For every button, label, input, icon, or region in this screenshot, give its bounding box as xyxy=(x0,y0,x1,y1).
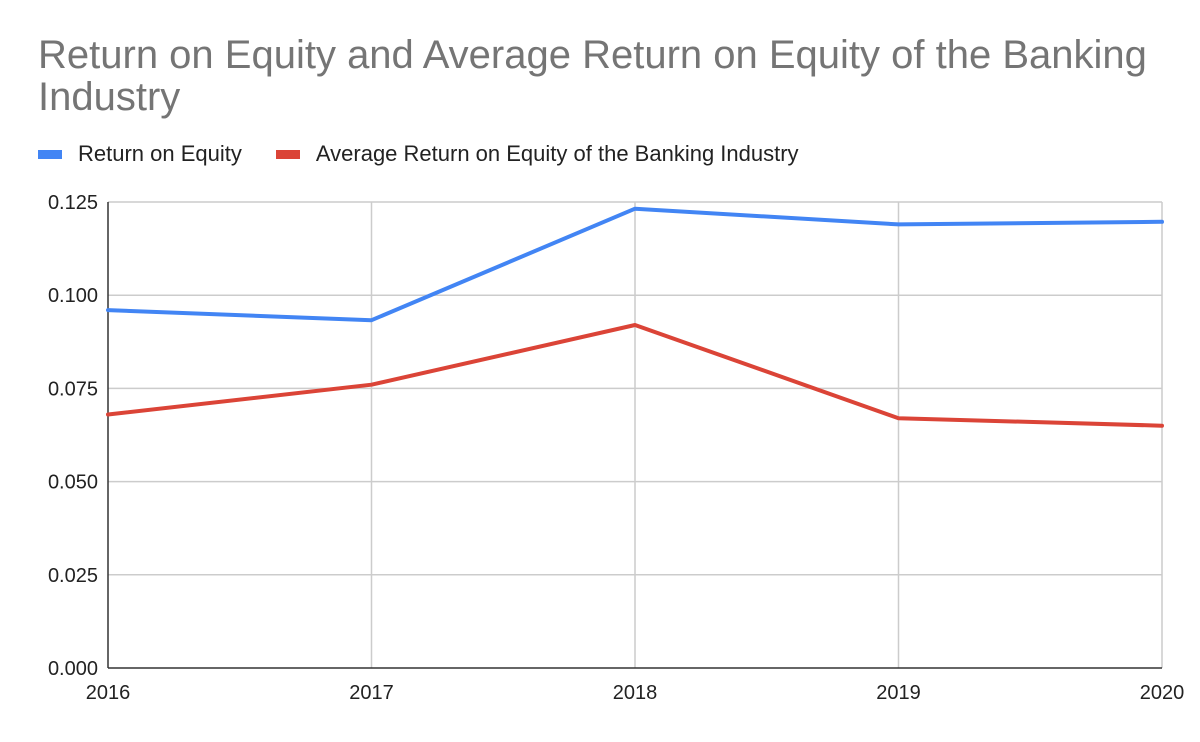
label-layer: 0.000 0.025 0.050 0.075 0.100 0.125 2016 2017 20… xyxy=(48,192,1184,704)
y-tick-label: 0.050 xyxy=(48,472,98,494)
chart-title: Return on Equity and Average Return on E… xyxy=(38,33,1147,119)
y-tick-label: 0.100 xyxy=(48,285,98,307)
x-tick-label: 2018 xyxy=(613,682,658,704)
grid-layer xyxy=(108,201,1163,668)
y-tick-label: 0.000 xyxy=(48,658,98,680)
legend-swatch-return-on-equity xyxy=(38,149,62,159)
x-tick-label: 2019 xyxy=(876,682,921,704)
x-tick-label: 2017 xyxy=(349,682,394,704)
series-line-average-return-on-equity xyxy=(106,323,1164,428)
legend-label-return-on-equity: Return on Equity xyxy=(78,141,242,166)
x-tick-label: 2020 xyxy=(1140,682,1185,704)
series-line-return-on-equity xyxy=(106,206,1164,323)
legend-label-average-return-on-equity: Average Return on Equity of the Banking … xyxy=(315,141,799,166)
x-tick-label: 2016 xyxy=(86,682,131,704)
axis-layer xyxy=(107,202,1162,669)
y-tick-label: 0.025 xyxy=(48,565,98,587)
series-layer xyxy=(106,206,1164,428)
y-tick-label: 0.125 xyxy=(48,192,98,214)
legend-item-average-return-on-equity[interactable]: Average Return on Equity of the Banking … xyxy=(275,141,799,167)
chart-legend: Return on Equity Average Return on Equit… xyxy=(38,140,833,168)
legend-swatch-average-return-on-equity xyxy=(275,149,300,159)
y-tick-label: 0.075 xyxy=(48,378,98,400)
legend-item-return-on-equity[interactable]: Return on Equity xyxy=(38,141,242,167)
